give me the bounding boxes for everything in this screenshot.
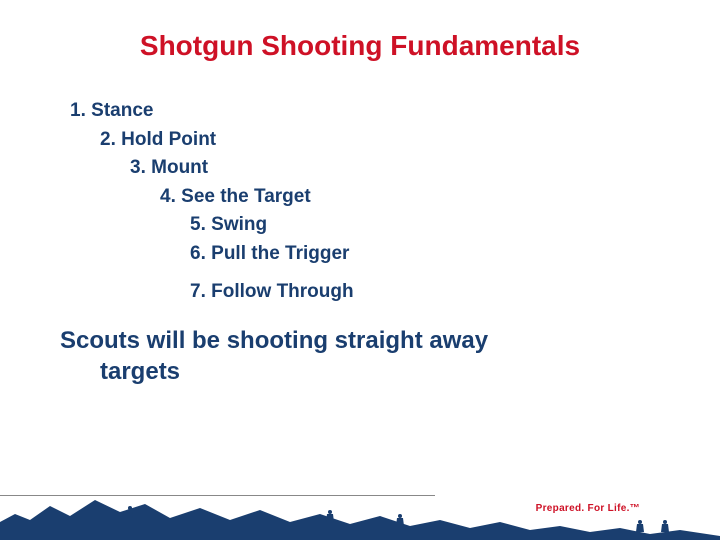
- item-num: 1.: [70, 100, 86, 121]
- item-num: 6.: [190, 243, 206, 264]
- list-item: 7. Follow Through: [190, 278, 650, 307]
- item-num: 3.: [130, 157, 146, 178]
- footer-silhouette: [0, 492, 720, 540]
- item-text: Pull the Trigger: [211, 243, 349, 264]
- list-item: 3. Mount: [130, 154, 650, 183]
- summary-line1: Scouts will be shooting straight away: [60, 327, 488, 354]
- fundamentals-list: 1. Stance 2. Hold Point 3. Mount 4. See …: [0, 62, 720, 307]
- list-item: 6. Pull the Trigger: [190, 240, 650, 269]
- item-num: 4.: [160, 186, 176, 207]
- item-num: 2.: [100, 129, 116, 150]
- item-text: See the Target: [181, 186, 311, 207]
- summary-text: Scouts will be shooting straight away ta…: [0, 325, 720, 387]
- item-text: Mount: [151, 157, 208, 178]
- slide-title: Shotgun Shooting Fundamentals: [0, 0, 720, 62]
- page-number: 9: [696, 521, 702, 532]
- list-item: 5. Swing: [190, 211, 650, 240]
- list-item: 4. See the Target: [160, 183, 650, 212]
- item-text: Stance: [91, 100, 153, 121]
- slogan-text: Prepared. For Life.™: [536, 503, 640, 514]
- list-item: 1. Stance: [70, 97, 650, 126]
- item-text: Follow Through: [211, 281, 353, 302]
- item-text: Hold Point: [121, 129, 216, 150]
- summary-line2: targets: [60, 356, 720, 387]
- list-item: 2. Hold Point: [100, 126, 650, 155]
- item-text: Swing: [211, 214, 267, 235]
- item-num: 5.: [190, 214, 206, 235]
- item-num: 7.: [190, 281, 206, 302]
